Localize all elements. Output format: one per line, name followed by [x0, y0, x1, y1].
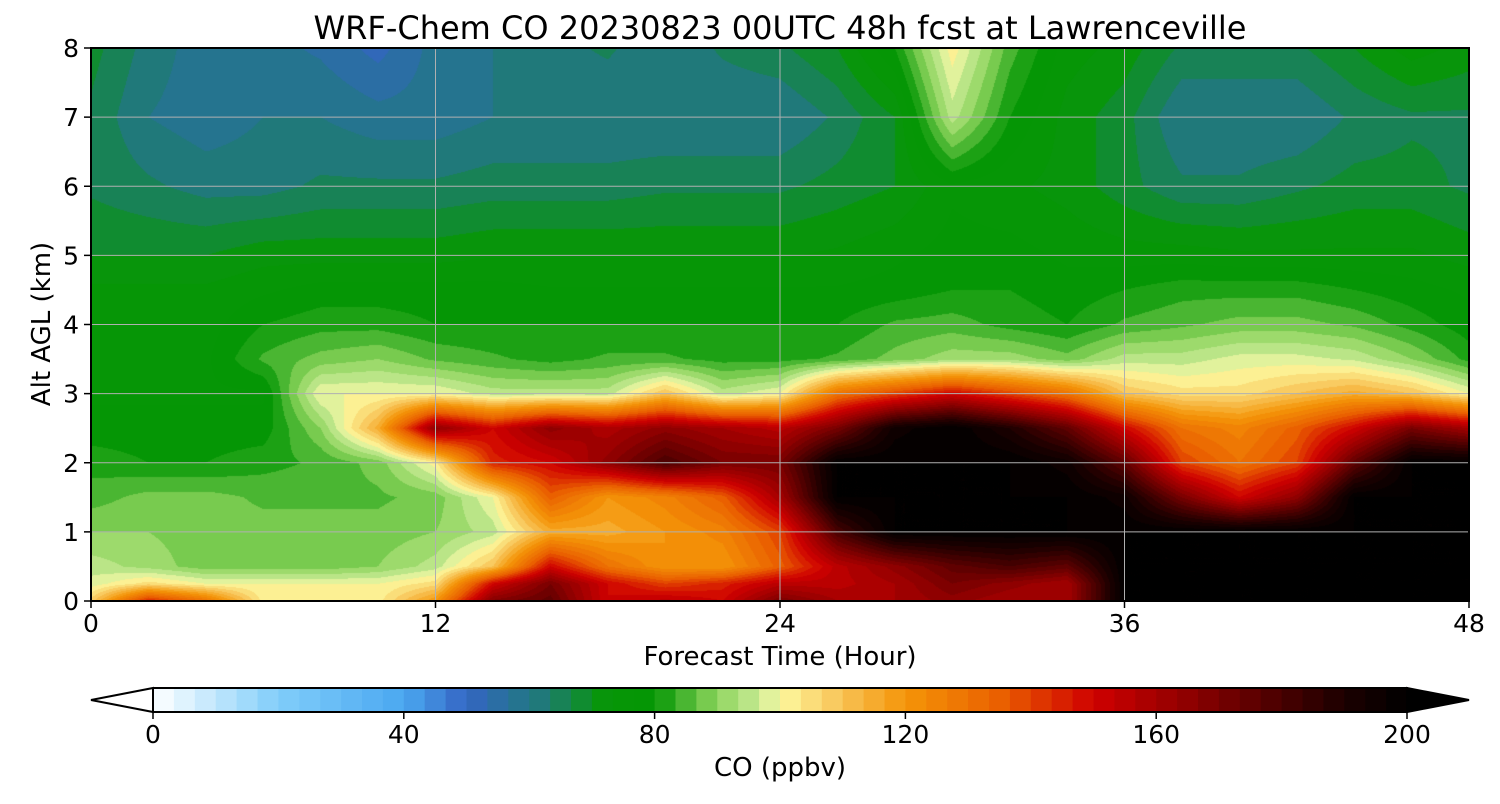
colorbar-swatch	[362, 688, 384, 712]
x-tick-label: 12	[420, 609, 452, 638]
colorbar-extend-high	[1406, 686, 1470, 714]
colorbar-swatch	[1365, 688, 1387, 712]
colorbar-swatch	[550, 688, 572, 712]
colorbar-swatch	[821, 688, 844, 712]
colorbar-swatch	[424, 688, 447, 712]
colorbar-ticks: 0 40 80 120 160 200	[145, 712, 1431, 749]
y-tick-label: 7	[63, 103, 79, 132]
colorbar-swatch	[382, 688, 405, 712]
x-tick-label: 48	[1453, 609, 1485, 638]
colorbar-swatch	[1281, 688, 1304, 712]
colorbar-swatch	[341, 688, 363, 712]
colorbar-swatch	[1051, 688, 1074, 712]
colorbar-swatch	[1177, 688, 1199, 712]
colorbar-swatch	[257, 688, 279, 712]
colorbar-swatch	[466, 688, 488, 712]
colorbar-swatch	[717, 688, 739, 712]
colorbar-swatch	[926, 688, 948, 712]
colorbar-swatch	[278, 688, 300, 712]
y-tick-label: 4	[63, 311, 79, 340]
colorbar-swatch	[445, 688, 468, 712]
x-axis-label: Forecast Time (Hour)	[643, 642, 916, 672]
colorbar-swatch	[1072, 688, 1095, 712]
colorbar-swatch	[215, 688, 238, 712]
chart-title: WRF-Chem CO 20230823 00UTC 48h fcst at L…	[314, 9, 1247, 47]
y-tick-label: 6	[63, 172, 79, 201]
colorbar-swatch	[1344, 688, 1366, 712]
colorbar-swatch	[571, 688, 593, 712]
colorbar-swatch	[1198, 688, 1220, 712]
colorbar-swatch	[842, 688, 865, 712]
y-tick-label: 0	[63, 587, 79, 616]
colorbar-tick-label: 0	[145, 720, 161, 749]
colorbar-swatch	[173, 688, 196, 712]
colorbar-swatch	[1093, 688, 1115, 712]
y-tick-label: 3	[63, 380, 79, 409]
colorbar-swatch	[612, 688, 635, 712]
colorbar-swatch	[403, 688, 426, 712]
x-tick-label: 0	[83, 609, 99, 638]
colorbar-swatch	[1386, 688, 1408, 712]
colorbar-swatch	[1239, 688, 1262, 712]
x-tick-label: 24	[764, 609, 796, 638]
colorbar-tick-label: 200	[1383, 720, 1431, 749]
colorbar-swatch	[508, 688, 530, 712]
colorbar-swatch	[968, 688, 990, 712]
colorbar-tick-label: 40	[388, 720, 420, 749]
colorbar-extend-low	[90, 686, 154, 714]
colorbar-swatch	[1218, 688, 1241, 712]
colorbar-swatch	[1114, 688, 1136, 712]
colorbar-swatch	[1260, 688, 1283, 712]
colorbar-swatch	[884, 688, 906, 712]
colorbar-swatch	[1156, 688, 1178, 712]
colorbar-swatch	[989, 688, 1011, 712]
colorbar-swatch	[153, 688, 175, 712]
colorbar-swatch	[299, 688, 321, 712]
colorbar-swatch	[759, 688, 781, 712]
colorbar-swatch	[320, 688, 342, 712]
colorbar: 0 40 80 120 160 200 CO (ppbv)	[90, 686, 1470, 783]
colorbar-swatch	[675, 688, 697, 712]
colorbar-swatch	[696, 688, 718, 712]
y-tick-label: 5	[63, 241, 79, 270]
y-axis-label: Alt AGL (km)	[27, 242, 57, 406]
colorbar-label: CO (ppbv)	[714, 753, 846, 783]
colorbar-swatch	[529, 688, 551, 712]
colorbar-swatch	[738, 688, 760, 712]
colorbar-swatch	[905, 688, 927, 712]
colorbar-swatch	[236, 688, 259, 712]
colorbar-tick-label: 80	[639, 720, 671, 749]
colorbar-swatch	[591, 688, 614, 712]
colorbar-swatch	[1323, 688, 1345, 712]
y-tick-label: 2	[63, 449, 79, 478]
colorbar-swatch	[947, 688, 969, 712]
x-axis-ticks: 0 12 24 36 48	[83, 601, 1485, 638]
colorbar-swatch	[633, 688, 656, 712]
colorbar-tick-label: 160	[1132, 720, 1180, 749]
colorbar-swatch	[1030, 688, 1053, 712]
colorbar-swatch	[194, 688, 217, 712]
colorbar-swatch	[1009, 688, 1032, 712]
colorbar-tick-label: 120	[882, 720, 930, 749]
colorbar-swatches	[153, 688, 1408, 712]
x-tick-label: 36	[1109, 609, 1141, 638]
y-tick-label: 8	[63, 34, 79, 63]
colorbar-swatch	[1135, 688, 1157, 712]
colorbar-swatch	[863, 688, 886, 712]
colorbar-swatch	[800, 688, 823, 712]
colorbar-swatch	[487, 688, 509, 712]
colorbar-swatch	[780, 688, 802, 712]
colorbar-swatch	[654, 688, 677, 712]
colorbar-swatch	[1302, 688, 1324, 712]
y-tick-label: 1	[63, 518, 79, 547]
y-axis-ticks: 0 1 2 3 4 5 6 7 8	[63, 34, 91, 616]
